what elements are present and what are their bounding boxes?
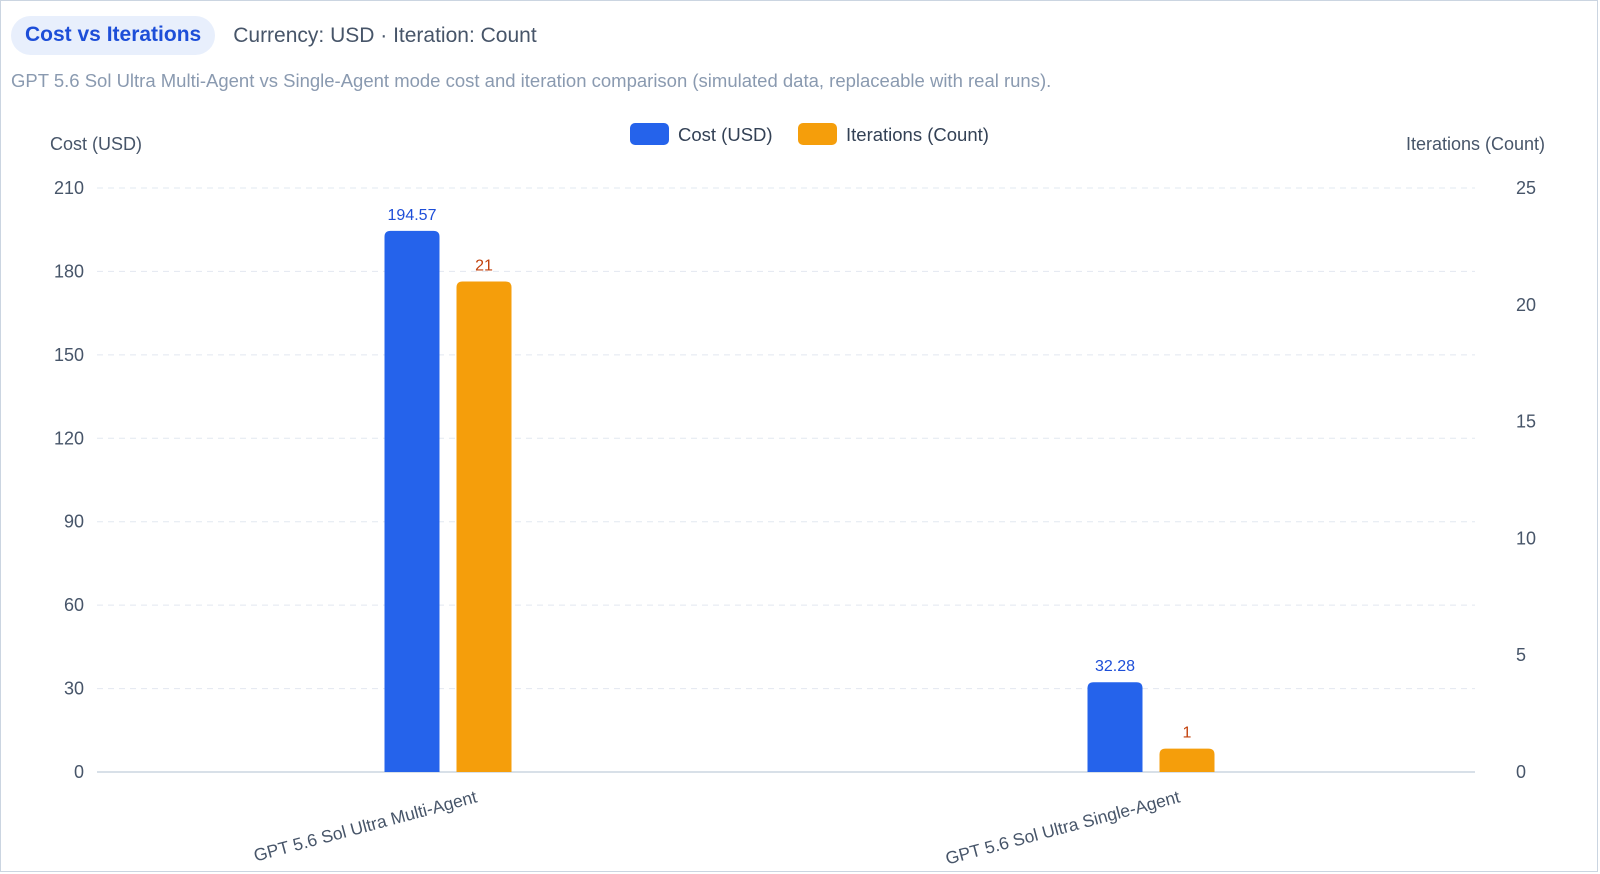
cost-data-label: 32.28 [1095, 658, 1135, 675]
y2-tick-label: 25 [1516, 178, 1536, 198]
axes: 0 30 60 90 120 150 180 210 0 5 10 15 20 25 Cost (USD) I… [50, 134, 1545, 868]
y-tick-label: 60 [64, 595, 84, 615]
y-tick-label: 150 [54, 345, 84, 365]
legend: Cost (USD) Iterations (Count) [630, 123, 989, 145]
y-tick-label: 0 [74, 762, 84, 782]
legend-iterations-swatch [798, 123, 837, 145]
y2-tick-label: 5 [1516, 645, 1526, 665]
y2-axis-title: Iterations (Count) [1406, 134, 1545, 154]
y-axis-title: Cost (USD) [50, 134, 142, 154]
y2-tick-label: 20 [1516, 295, 1536, 315]
chart-header: Cost vs Iterations Currency: USD · Itera… [11, 16, 537, 55]
legend-iterations-label: Iterations (Count) [846, 124, 989, 145]
y-tick-label: 180 [54, 261, 84, 281]
iterations-bar [456, 281, 512, 772]
gridlines [97, 187, 1475, 690]
chart-title: Cost vs Iterations [11, 16, 216, 55]
legend-iterations: Iterations (Count) [798, 123, 989, 145]
chart-subtitle: GPT 5.6 Sol Ultra Multi-Agent vs Single-… [11, 70, 1052, 91]
units-meta: Currency: USD · Iteration: Count [233, 23, 537, 47]
x-category-label: GPT 5.6 Sol Ultra Multi-Agent [252, 787, 480, 866]
cost-data-label: 194.57 [388, 207, 437, 224]
y-tick-label: 90 [64, 512, 84, 532]
y2-tick-label: 15 [1516, 412, 1536, 432]
data-labels: 194.57 21 32.28 1 [388, 207, 1192, 742]
x-category-label: GPT 5.6 Sol Ultra Single-Agent [943, 787, 1182, 869]
iterations-data-label: 1 [1183, 725, 1192, 742]
y-tick-label: 30 [64, 679, 84, 699]
iterations-data-label: 21 [475, 257, 493, 274]
y-tick-label: 120 [54, 428, 84, 448]
y-tick-label: 210 [54, 178, 84, 198]
y2-tick-label: 10 [1516, 528, 1536, 548]
iterations-bar [1159, 748, 1215, 772]
legend-cost-label: Cost (USD) [678, 124, 773, 145]
legend-cost-swatch [630, 123, 669, 145]
y2-tick-label: 0 [1516, 762, 1526, 782]
cost-bar [1087, 682, 1143, 772]
legend-cost: Cost (USD) [630, 123, 773, 145]
cost-bar [384, 230, 440, 772]
bars [384, 230, 1215, 772]
